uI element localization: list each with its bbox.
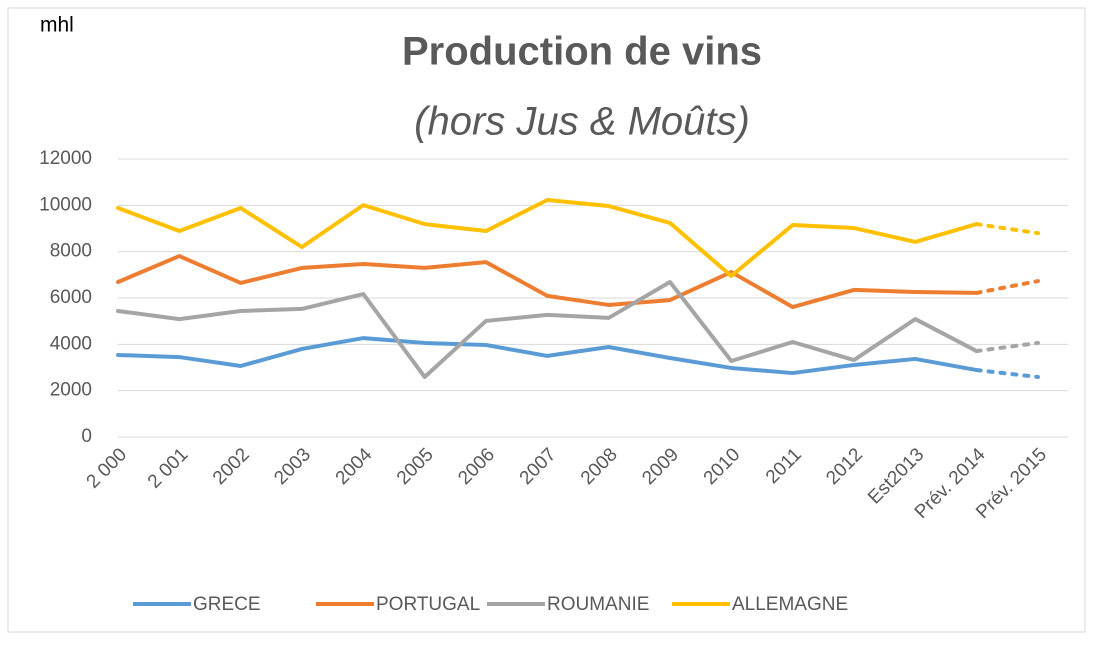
y-tick-label: 0 bbox=[81, 426, 92, 447]
y-tick-label: 8000 bbox=[50, 241, 92, 262]
series-line-forecast bbox=[974, 279, 1040, 295]
series-line bbox=[116, 336, 979, 376]
legend-label: ALLEMAGNE bbox=[732, 594, 848, 615]
y-tick-label: 4000 bbox=[50, 333, 92, 354]
series-line-forecast bbox=[974, 368, 1040, 379]
legend-label: GRECE bbox=[193, 594, 261, 615]
series-line-forecast bbox=[974, 340, 1040, 354]
chart-subtitle: (hors Jus & Moûts) bbox=[414, 100, 750, 144]
chart-title: Production de vins bbox=[402, 30, 762, 74]
legend-label: ROUMANIE bbox=[547, 594, 649, 615]
y-axis-label: mhl bbox=[40, 14, 74, 37]
y-tick-label: 6000 bbox=[50, 287, 92, 308]
y-tick-label: 12000 bbox=[39, 148, 92, 169]
series-line bbox=[116, 198, 979, 278]
y-tick-label: 10000 bbox=[39, 194, 92, 215]
legend-label: PORTUGAL bbox=[376, 594, 480, 615]
series-line-forecast bbox=[974, 222, 1040, 236]
series-line bbox=[116, 280, 979, 379]
y-tick-label: 2000 bbox=[50, 380, 92, 401]
series-line bbox=[116, 254, 979, 310]
